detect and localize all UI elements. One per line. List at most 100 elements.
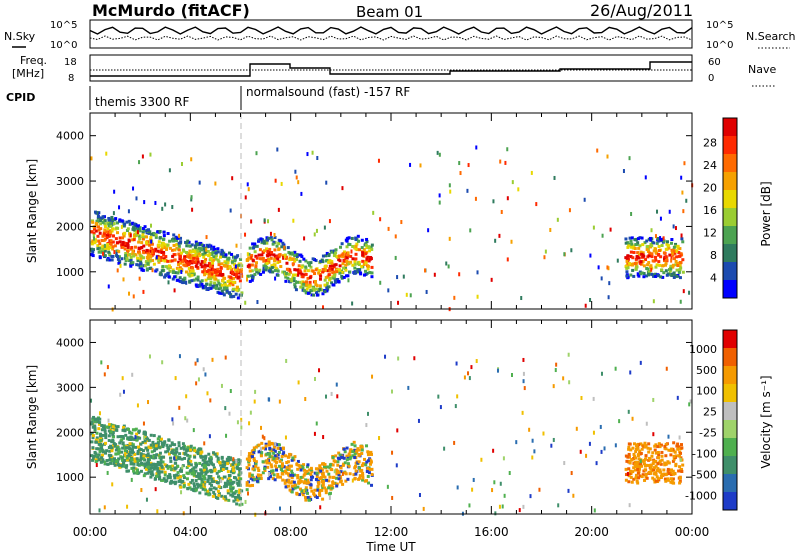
data-cell xyxy=(254,512,257,517)
data-cell xyxy=(356,270,360,274)
data-cell xyxy=(353,456,357,460)
data-cell xyxy=(197,447,201,451)
data-cell xyxy=(214,286,218,290)
data-cell xyxy=(298,269,302,273)
data-cell xyxy=(654,255,658,259)
data-cell xyxy=(195,474,199,478)
data-cell xyxy=(155,255,158,260)
data-cell xyxy=(337,451,341,455)
data-cell xyxy=(251,242,255,246)
data-cell xyxy=(614,443,617,448)
data-cell xyxy=(679,451,683,455)
data-cell xyxy=(220,252,224,256)
data-cell xyxy=(137,431,141,435)
data-cell xyxy=(216,481,220,485)
data-cell xyxy=(225,484,229,488)
data-cell xyxy=(448,236,451,241)
data-cell xyxy=(130,466,134,470)
x-tick-label: 04:00 xyxy=(173,525,208,539)
data-cell xyxy=(627,445,631,449)
data-cell xyxy=(655,469,659,473)
data-cell xyxy=(348,270,352,274)
data-cell xyxy=(674,249,678,253)
data-cell xyxy=(167,264,171,268)
data-cell xyxy=(366,474,370,478)
data-cell xyxy=(250,473,254,477)
data-cell xyxy=(357,269,361,273)
data-cell xyxy=(161,265,165,269)
data-cell xyxy=(313,272,317,276)
data-cell xyxy=(295,280,299,284)
data-cell xyxy=(645,247,649,251)
data-cell xyxy=(217,475,221,479)
data-cell xyxy=(230,295,234,299)
data-cell xyxy=(369,452,373,456)
data-cell xyxy=(306,478,310,482)
data-cell xyxy=(195,242,199,246)
data-cell xyxy=(92,454,96,458)
data-cell xyxy=(634,456,638,460)
data-cell xyxy=(263,465,267,469)
data-cell xyxy=(136,452,140,456)
data-cell xyxy=(203,461,207,465)
data-cell xyxy=(249,256,253,260)
data-cell xyxy=(207,476,211,480)
data-cell xyxy=(143,441,147,445)
data-cell xyxy=(549,227,552,232)
data-cell xyxy=(325,258,329,262)
data-cell xyxy=(251,478,255,482)
data-cell xyxy=(680,458,684,462)
data-cell xyxy=(267,472,270,477)
data-cell xyxy=(637,274,641,278)
data-cell xyxy=(354,236,358,240)
data-cell xyxy=(659,236,662,241)
data-cell xyxy=(632,452,636,456)
data-cell xyxy=(105,233,109,237)
data-cell xyxy=(176,464,180,468)
data-cell xyxy=(265,247,269,251)
data-cell xyxy=(263,264,267,268)
data-cell xyxy=(303,236,306,241)
colorbar-tick-label: -25 xyxy=(699,427,717,440)
data-cell xyxy=(634,267,638,271)
data-cell xyxy=(226,489,230,493)
data-cell xyxy=(313,232,316,237)
data-cell xyxy=(657,239,661,243)
data-cell xyxy=(592,396,595,401)
data-cell xyxy=(353,260,357,264)
data-cell xyxy=(655,451,659,455)
data-cell xyxy=(208,273,212,277)
data-cell xyxy=(660,244,664,248)
data-cell xyxy=(124,433,128,437)
data-cell xyxy=(175,242,179,246)
data-cell xyxy=(409,293,412,298)
data-cell xyxy=(634,476,638,480)
data-cell xyxy=(656,476,660,480)
data-cell xyxy=(157,445,161,449)
data-cell xyxy=(159,255,163,259)
data-cell xyxy=(636,272,639,277)
data-cell xyxy=(217,287,221,291)
data-cell xyxy=(237,268,241,272)
data-cell xyxy=(116,452,120,456)
data-cell xyxy=(160,465,164,469)
data-cell xyxy=(96,244,100,248)
data-cell xyxy=(219,486,223,490)
data-cell xyxy=(204,472,208,476)
data-cell xyxy=(448,183,451,188)
data-cell xyxy=(335,482,339,486)
data-cell xyxy=(650,272,654,276)
data-cell xyxy=(379,217,382,222)
data-cell xyxy=(309,265,313,269)
data-cell xyxy=(323,283,327,287)
data-cell xyxy=(331,476,335,480)
data-cell xyxy=(640,252,644,256)
data-cell xyxy=(238,279,242,283)
data-cell xyxy=(510,239,513,244)
data-cell xyxy=(253,250,257,254)
data-cell xyxy=(204,372,207,377)
data-cell xyxy=(648,236,652,240)
data-cell xyxy=(107,418,110,423)
data-cell xyxy=(103,232,107,236)
data-cell xyxy=(209,460,213,464)
